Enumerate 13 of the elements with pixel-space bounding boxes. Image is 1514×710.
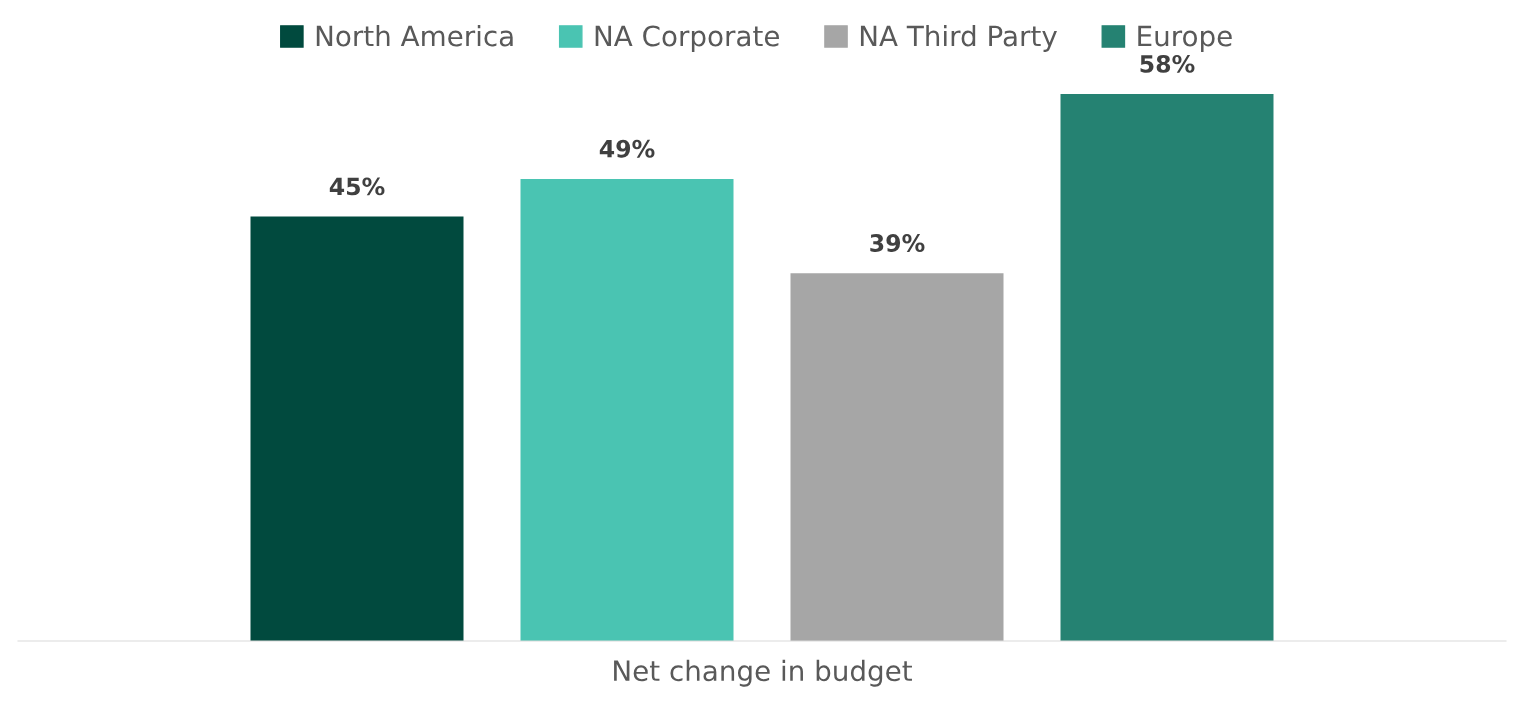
data-label: 49%	[599, 139, 655, 158]
bar	[1060, 94, 1274, 641]
x-axis-title: Net change in budget	[614, 659, 912, 687]
bar	[790, 273, 1004, 641]
legend-label: North America	[316, 25, 513, 47]
data-label: 58%	[1140, 54, 1195, 73]
bar	[520, 178, 734, 641]
data-label: 39%	[870, 234, 925, 252]
legend-label: NA Third Party	[860, 25, 1057, 52]
legend-label: NA Corporate	[595, 25, 779, 52]
legend-label: Europe	[1138, 25, 1232, 52]
data-label: 45%	[329, 177, 385, 196]
bar	[250, 216, 464, 641]
